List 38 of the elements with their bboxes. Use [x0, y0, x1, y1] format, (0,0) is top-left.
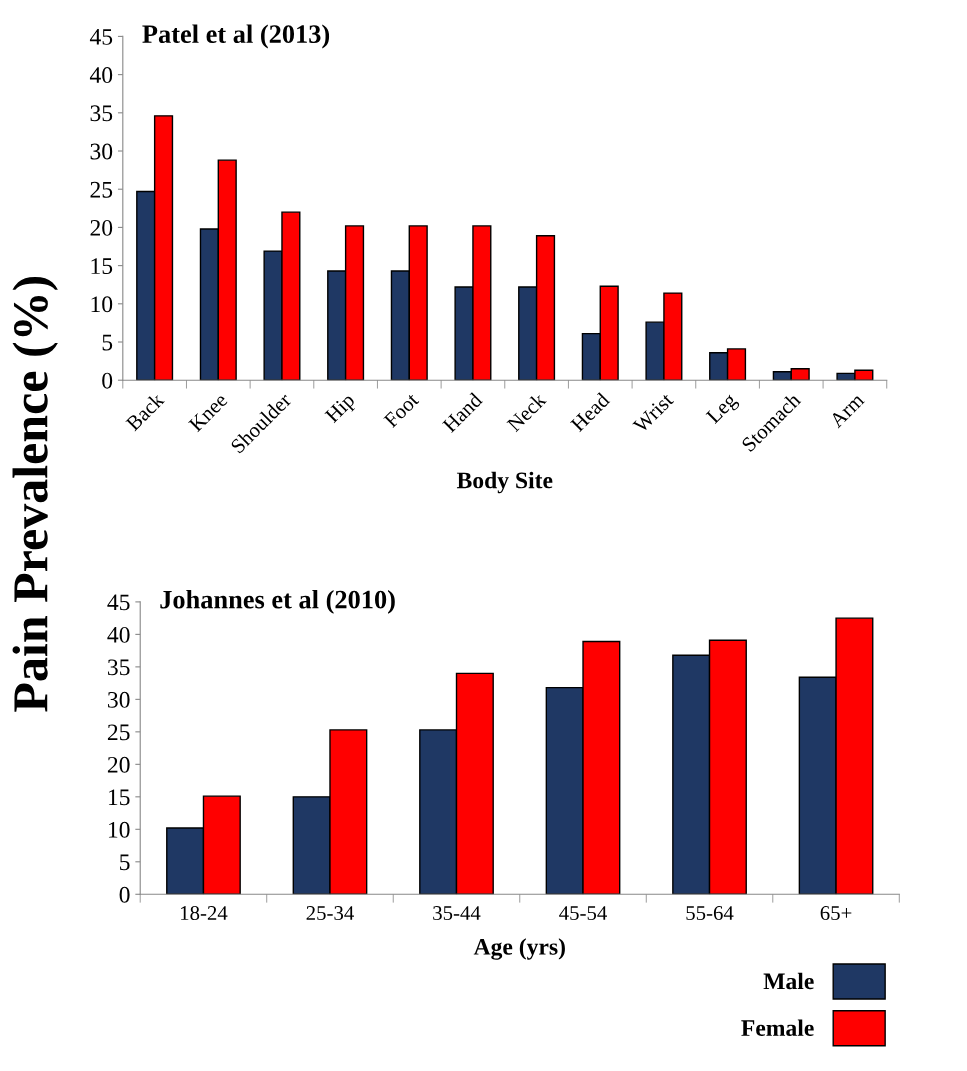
y-tick-label: 15	[91, 258, 113, 275]
x-tick-label: 65+	[820, 906, 852, 921]
x-tick-label: Arm	[828, 392, 865, 429]
x-tick-label: Hip	[324, 392, 359, 427]
y-tick-label: 40	[107, 626, 130, 643]
legend-label: Male	[763, 972, 814, 990]
y-tick-label: 5	[102, 334, 113, 351]
y-tick-label: 35	[108, 659, 130, 676]
y-tick-label: 20	[90, 219, 113, 236]
y-tick-label: 45	[89, 29, 113, 45]
y-tick-label: 45	[107, 594, 130, 611]
x-tick-label: 25-34	[306, 906, 354, 921]
x-axis-title: Age (yrs)	[473, 938, 565, 960]
y-tick-label: 5	[120, 854, 130, 871]
y-tick-label: 10	[108, 821, 130, 838]
y-tick-label: 10	[91, 296, 113, 313]
x-tick-label: 55-64	[686, 906, 734, 921]
y-tick-label: 0	[102, 372, 113, 389]
y-tick-label: 0	[119, 886, 130, 903]
x-tick-label: 18-24	[181, 906, 228, 921]
legend-label: Female	[741, 1019, 814, 1037]
x-tick-label: Foot	[383, 391, 420, 429]
y-tick-label: 25	[90, 181, 113, 198]
x-tick-label: Wrist	[632, 391, 675, 434]
y-tick-label: 20	[107, 756, 130, 773]
x-axis-title: Body Site	[456, 471, 553, 494]
y-tick-label: 35	[90, 105, 113, 122]
y-tick-label: 40	[89, 67, 113, 84]
y-tick-label: 30	[108, 691, 130, 708]
chart-title: Patel et al (2013)	[142, 24, 330, 49]
y-tick-label: 30	[90, 143, 113, 160]
x-tick-label: 35-44	[433, 906, 481, 921]
chart-title: Johannes et al (2010)	[160, 589, 395, 614]
y-tick-label: 15	[108, 789, 130, 806]
y-tick-label: 25	[107, 724, 130, 741]
x-tick-label: 45-54	[559, 906, 607, 921]
y-axis-title: Pain Prevalence (%)	[12, 276, 58, 712]
x-tick-label: Leg	[705, 392, 741, 428]
